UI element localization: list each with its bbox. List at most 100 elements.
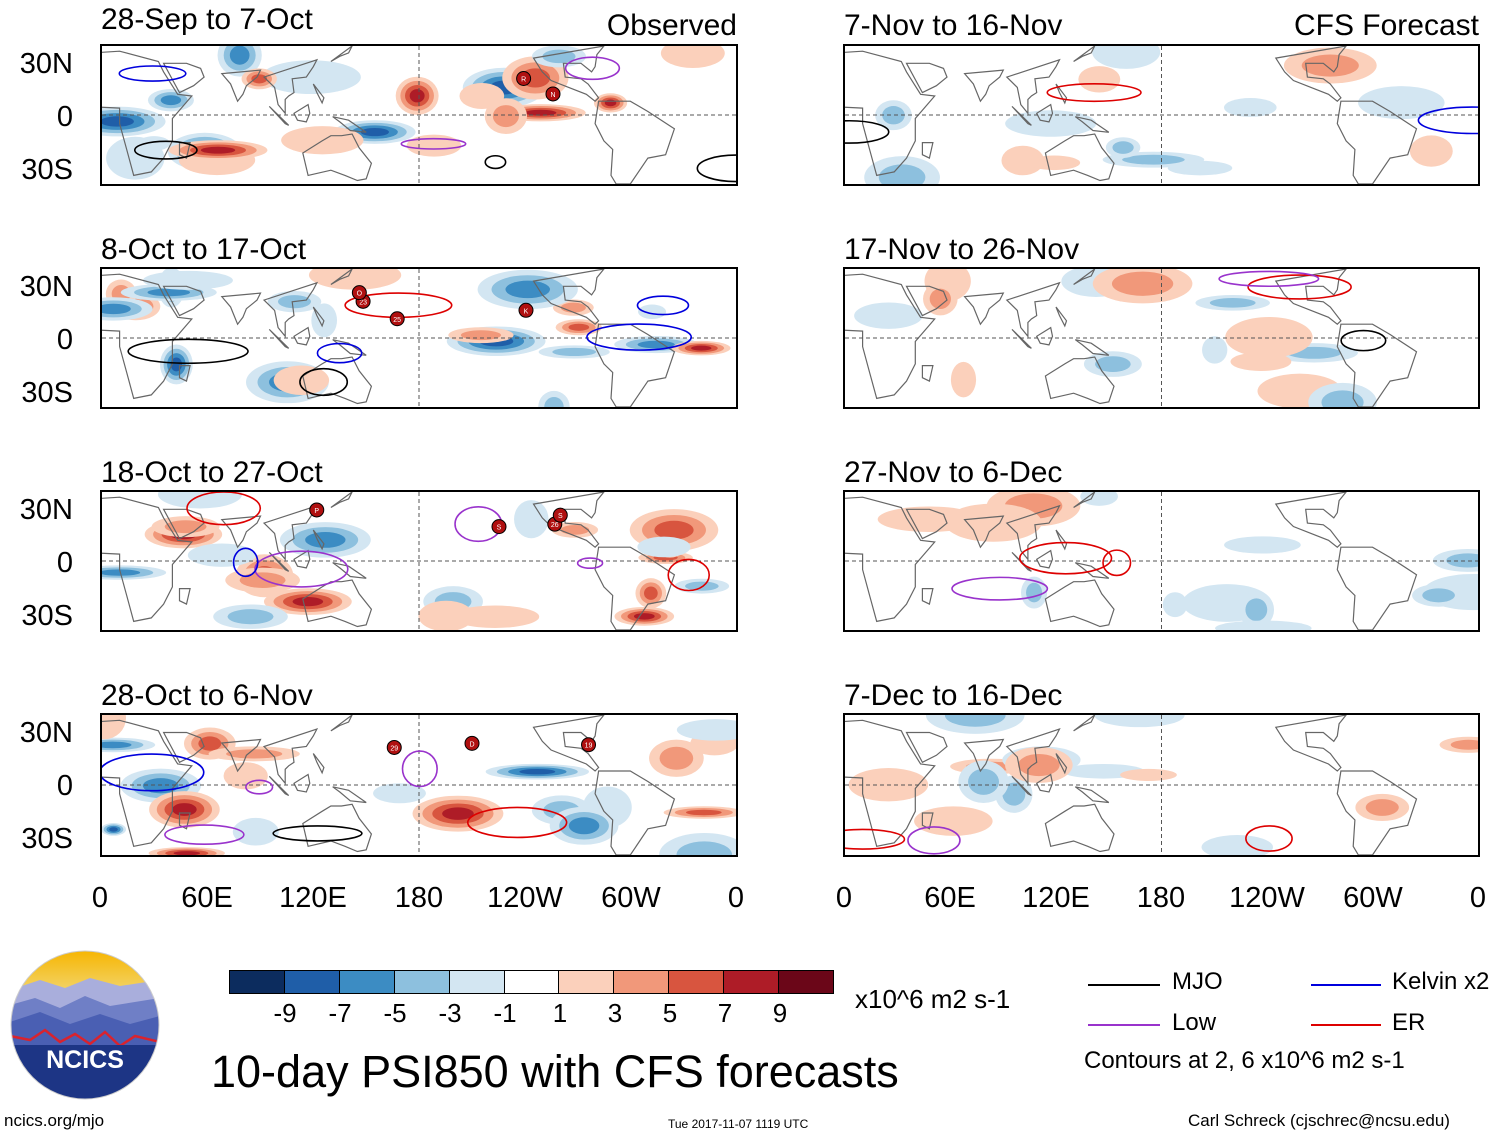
storm-label: 25 (393, 317, 401, 324)
storm-label: 19 (585, 743, 593, 750)
anomaly-blob (1026, 582, 1043, 603)
field-canvas: 23 K 25 O (102, 269, 736, 407)
storm-icon (491, 519, 507, 535)
coastline-borneo (1035, 773, 1054, 793)
filter-contour (400, 137, 467, 150)
coastline-india (963, 292, 1005, 326)
filter-contour (272, 825, 363, 842)
anomaly-blob (914, 806, 993, 836)
anomaly-blob (102, 741, 132, 749)
filter-contour (845, 828, 906, 850)
coastline-madagascar (178, 141, 191, 159)
anomaly-blob (1245, 598, 1268, 622)
lon-label-60w-left: 60W (601, 882, 661, 914)
colorbar-swatch (504, 971, 560, 993)
coastline-sumatra (1011, 105, 1032, 126)
anomaly-blob (1301, 54, 1359, 77)
panel-title-3: 18-Oct to 27-Oct (101, 456, 323, 489)
colorbar-label: -5 (383, 998, 407, 1028)
storm-marker: 19 (581, 737, 597, 753)
storm-label: K (524, 308, 529, 315)
anomaly-blob (542, 49, 576, 64)
anomaly-blob (676, 719, 736, 741)
coastline-sumatra (268, 105, 290, 126)
chart-title: 10-day PSI850 with CFS forecasts (211, 1046, 899, 1097)
lon-label-180-left: 180 (394, 882, 444, 914)
storm-icon (464, 735, 480, 751)
anomaly-blob (644, 586, 658, 600)
filter-contour (576, 557, 604, 570)
anomaly-blob (1365, 799, 1399, 816)
anomaly-blob (261, 60, 361, 95)
storm-marker: D (464, 735, 480, 751)
lon-label-180-right: 180 (1136, 882, 1186, 914)
anomaly-blob (568, 323, 590, 331)
coastline-madagascar (921, 364, 934, 382)
coastline-seasia (1005, 727, 1061, 785)
coastline-seasia (262, 281, 319, 338)
map-panel-observed-2: 23 K 25 O (100, 267, 738, 409)
coastline-arabia (905, 508, 948, 540)
storm-label: S (558, 513, 563, 520)
coastline-africa (845, 496, 936, 623)
anomaly-blob (187, 543, 256, 567)
anomaly-blob (514, 500, 549, 539)
anomaly-blob (1409, 135, 1453, 167)
anomaly-blob (560, 302, 586, 313)
storm-marker: N (545, 86, 561, 102)
anomaly-blob (102, 715, 126, 740)
storm-marker: P (309, 502, 325, 518)
anomaly-blob (173, 851, 201, 855)
anomaly-blob (519, 768, 556, 775)
coastline-arabia (905, 731, 948, 764)
coastline-newguinea (1074, 339, 1110, 356)
field-canvas (845, 46, 1478, 184)
coastline-samerica (594, 770, 676, 855)
coastline-madagascar (921, 141, 934, 159)
colorbar-swatch (779, 971, 833, 993)
field-canvas: RN (102, 46, 736, 184)
anomaly-blob (1215, 620, 1312, 630)
filter-contour (1102, 549, 1132, 577)
colorbar-label: 3 (607, 998, 623, 1028)
lat-label-eq-3: 0 (56, 547, 73, 579)
filter-contour (254, 550, 349, 588)
anomaly-blob (660, 46, 725, 68)
anomaly-blob (568, 817, 600, 835)
filter-contour (564, 56, 621, 81)
coastline-arabia (162, 731, 205, 764)
filter-contour (696, 154, 736, 183)
coastline-borneo (1035, 103, 1054, 123)
anomaly-blob (158, 492, 243, 509)
anomaly-blob (1094, 715, 1185, 728)
storm-label: O (357, 291, 363, 298)
coastline-seasia (1005, 504, 1061, 561)
filter-contour (907, 826, 961, 855)
coastline-australia (1044, 803, 1115, 853)
anomaly-blob (460, 330, 502, 341)
legend-label-low: Low (1172, 1009, 1217, 1036)
coastline-sumatra (268, 775, 290, 797)
anomaly-blob (1446, 553, 1478, 568)
storm-marker: K (518, 302, 534, 318)
anomaly-blob (142, 270, 233, 290)
coastline-newguinea (332, 116, 367, 133)
filter-contour (951, 576, 1049, 601)
legend-line-mjo (1088, 984, 1160, 986)
filter-contour (1417, 106, 1478, 135)
anomaly-blob (1001, 145, 1045, 176)
legend-line-er (1311, 1024, 1381, 1026)
coastline-sumatra (268, 328, 290, 349)
lat-label-30s-4: 30S (21, 823, 73, 855)
storm-icon (309, 502, 325, 518)
contour-note: Contours at 2, 6 x10^6 m2 s-1 (1084, 1047, 1405, 1074)
coastline-borneo (293, 103, 311, 123)
coastline-japan (330, 715, 353, 732)
coastline-newguinea (1074, 562, 1110, 579)
coastline-philippines (312, 529, 325, 551)
storm-label: R (521, 76, 526, 83)
colorbar-units: x10^6 m2 s-1 (855, 984, 1011, 1014)
field-canvas: 26 S P S (102, 492, 736, 630)
coastline-india (220, 515, 262, 549)
